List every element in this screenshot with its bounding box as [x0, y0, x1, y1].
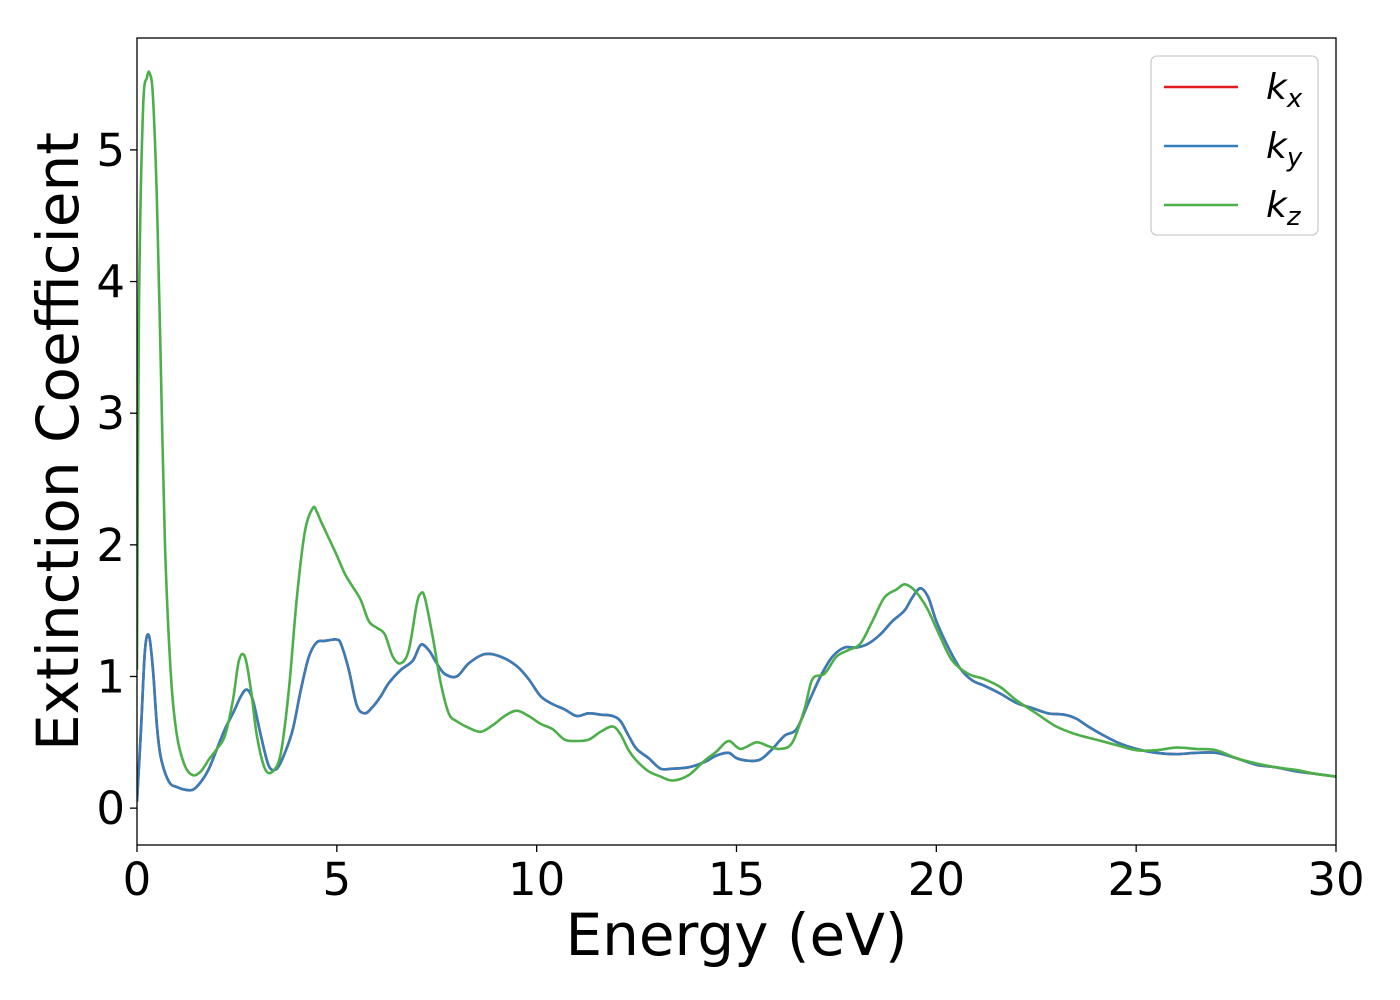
x-tick-label: 25 [1108, 853, 1165, 906]
series-line-y [137, 586, 1336, 802]
x-tick-label: 0 [123, 853, 152, 906]
x-axis-ticks: 0 5 10 15 20 25 30 [123, 845, 1365, 906]
x-tick-label: 20 [908, 853, 965, 906]
plot-lines [137, 70, 1336, 802]
x-tick-label: 30 [1307, 853, 1364, 906]
y-axis-ticks: 0 1 2 3 4 5 [96, 124, 137, 835]
y-tick-label: 2 [96, 519, 125, 572]
series-line-x [137, 586, 1336, 802]
legend-label-x: kx [1266, 67, 1303, 114]
y-tick-label: 5 [96, 124, 125, 177]
x-tick-label: 10 [508, 853, 565, 906]
y-tick-label: 4 [96, 256, 125, 309]
series-line-z [137, 70, 1336, 782]
legend-label-y: ky [1266, 126, 1303, 173]
y-tick-label: 1 [96, 650, 125, 703]
x-axis-title: Energy (eV) [565, 901, 907, 969]
y-tick-label: 0 [96, 782, 125, 835]
x-tick-label: 15 [708, 853, 765, 906]
legend: kx ky kz [1150, 55, 1319, 236]
x-tick-label: 5 [323, 853, 352, 906]
legend-label-z: kz [1266, 185, 1302, 232]
y-tick-label: 3 [96, 387, 125, 440]
y-axis-title: Extinction Coefficient [24, 132, 92, 751]
